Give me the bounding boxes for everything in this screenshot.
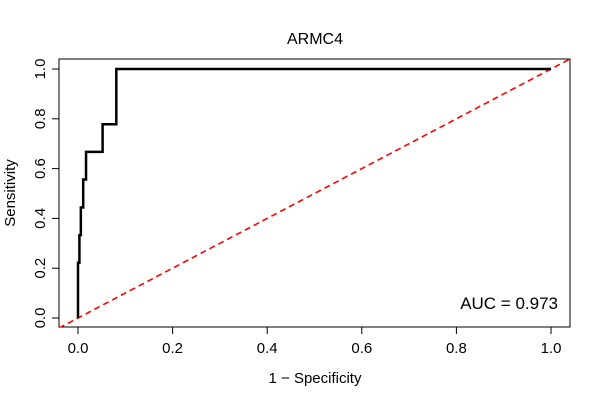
chart-title: ARMC4 [287, 31, 343, 48]
y-tick-label: 0.0 [32, 308, 49, 329]
x-tick-label: 0.4 [257, 340, 278, 357]
x-tick-label: 0.2 [162, 340, 183, 357]
y-tick-label: 0.4 [32, 208, 49, 229]
y-axis-label: Sensitivity [2, 159, 19, 227]
y-tick-label: 1.0 [32, 59, 49, 80]
roc-curve-line [76, 67, 551, 318]
auc-annotation: AUC = 0.973 [460, 294, 558, 313]
plot-frame [58, 58, 571, 328]
x-tick-label: 1.0 [541, 340, 562, 357]
x-tick-label: 0.0 [68, 340, 89, 357]
reference-diagonal-line [59, 59, 570, 327]
x-axis-label: 1 − Specificity [269, 370, 362, 387]
x-tick-label: 0.8 [446, 340, 467, 357]
y-tick-label: 0.6 [32, 158, 49, 179]
plot-area: 0.0 0.2 0.4 0.6 0.8 1.0 0.0 0.2 0.4 0.6 0.8 1.0 [32, 58, 571, 357]
x-tick-label: 0.6 [351, 340, 372, 357]
y-tick-label: 0.2 [32, 258, 49, 279]
y-tick-label: 0.8 [32, 108, 49, 129]
